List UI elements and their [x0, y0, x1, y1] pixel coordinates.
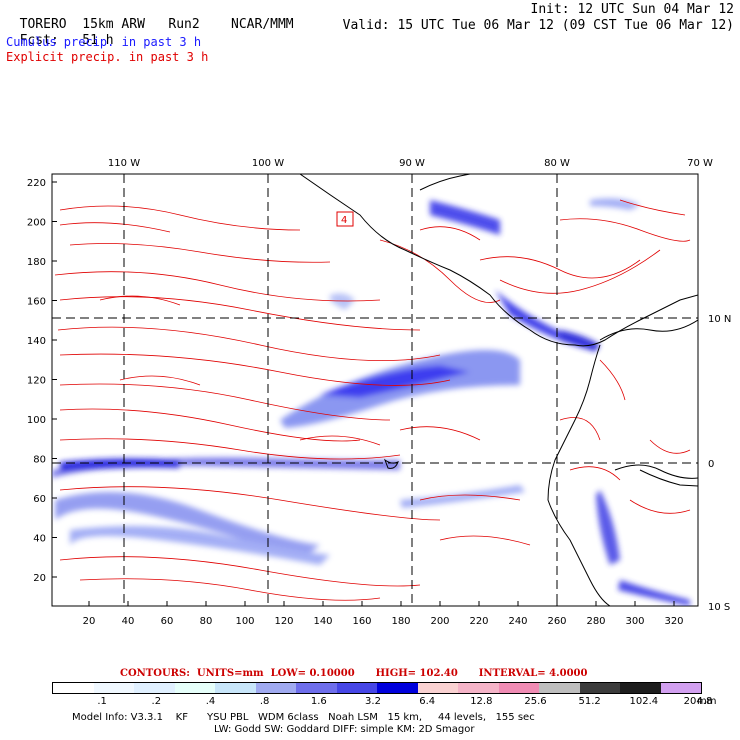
contours-low: LOW= 0.10000	[270, 668, 355, 679]
colorbar-cell	[660, 683, 701, 693]
contour-label-box	[336, 211, 354, 227]
colorbar-cell	[336, 683, 377, 693]
x-tick-label: 300	[625, 616, 644, 627]
top-lon-labels: 110 W 100 W 90 W 80 W 70 W	[108, 158, 713, 169]
lon-label: 90 W	[399, 158, 425, 169]
colorbar-labels: .1 .2 .4 .8 1.6 3.2 6.4 12.8 25.6 51.2 102.4 204.8	[52, 696, 712, 708]
colorbar-cell	[579, 683, 620, 693]
colorbar-cell	[215, 683, 256, 693]
lat-label: 0	[708, 459, 714, 470]
colorbar-cell	[174, 683, 215, 693]
x-tick-label: 280	[586, 616, 605, 627]
model-info: Model Info: V3.3.1 KF YSU PBL WDM 6class…	[72, 712, 535, 723]
x-tick-label: 20	[83, 616, 96, 627]
lon-label: 100 W	[252, 158, 284, 169]
x-tick-label: 120	[274, 616, 293, 627]
y-tick-label: 200	[27, 218, 46, 229]
y-tick-label: 220	[27, 178, 46, 189]
colorbar-cell	[93, 683, 134, 693]
physics-info: LW: Godd SW: Goddard DIFF: simple KM: 2D…	[214, 724, 475, 735]
contour-label: 4	[341, 215, 347, 226]
colorbar-cell	[377, 683, 418, 693]
model-name: TORERO	[19, 17, 67, 32]
contours-interval: INTERVAL= 4.0000	[478, 668, 588, 679]
x-tick-label: 260	[547, 616, 566, 627]
lon-label: 110 W	[108, 158, 140, 169]
colorbar	[52, 682, 702, 694]
x-tick-label: 320	[664, 616, 683, 627]
colorbar-label: 3.2	[365, 696, 381, 707]
colorbar-cell	[134, 683, 175, 693]
colorbar-cell	[498, 683, 539, 693]
cumulus-precip-shading	[52, 198, 690, 606]
model-title: TORERO 15km ARW Run2 NCAR/MMM	[4, 2, 294, 32]
colorbar-label: .2	[151, 696, 162, 707]
forecast-hour: Fcst: 51 h	[4, 18, 114, 48]
colorbar-label: 6.4	[419, 696, 436, 707]
explicit-precip-contours	[54, 199, 691, 601]
x-tick-label: 80	[200, 616, 213, 627]
contours-units: UNITS=mm	[196, 668, 264, 679]
colorbar-label: 25.6	[524, 696, 547, 707]
x-tick-label: 240	[508, 616, 527, 627]
colorbar-cell	[539, 683, 580, 693]
colorbar-label: .1	[97, 696, 107, 707]
lon-label: 80 W	[544, 158, 570, 169]
x-tick-label: 180	[391, 616, 410, 627]
contours-info: CONTOURS: UNITS=mm LOW= 0.10000 HIGH= 10…	[120, 668, 587, 679]
colorbar-label: 51.2	[578, 696, 601, 707]
x-axis-ticks: 20 40 60 80 100 120 140 160 180 200 220 240 260 280 30…	[83, 601, 684, 627]
model-resolution: 15km ARW	[82, 17, 145, 32]
x-tick-label: 100	[235, 616, 254, 627]
lon-label: 70 W	[687, 158, 713, 169]
org-label: NCAR/MMM	[231, 17, 294, 32]
x-tick-label: 220	[469, 616, 488, 627]
cumulus-legend: Cumulus precip. in past 3 h	[6, 35, 202, 49]
y-tick-label: 20	[33, 573, 46, 584]
valid-time: Valid: 15 UTC Tue 06 Mar 12 (09 CST Tue …	[342, 18, 734, 33]
colorbar-cell	[296, 683, 337, 693]
colorbar-unit: mm	[697, 696, 717, 707]
colorbar-cell	[458, 683, 499, 693]
lat-label: 10 S	[708, 602, 730, 613]
colorbar-cell	[620, 683, 661, 693]
colorbar-label: 12.8	[470, 696, 493, 707]
colorbar-cell	[255, 683, 296, 693]
y-axis-ticks: 220 200 180 160 140 120 100 80 60 40 20	[27, 178, 57, 584]
lat-label: 10 N	[708, 314, 731, 325]
init-time: Init: 12 UTC Sun 04 Mar 12	[530, 2, 735, 17]
y-tick-label: 80	[33, 455, 46, 466]
y-tick-label: 60	[33, 494, 46, 505]
y-tick-label: 100	[27, 415, 46, 426]
y-tick-label: 160	[27, 297, 46, 308]
contours-high: HIGH= 102.40	[375, 668, 458, 679]
contours-title: CONTOURS:	[120, 668, 190, 679]
fcst-value: 51 h	[82, 33, 114, 48]
right-lat-labels: 10 N 0 10 S	[708, 314, 731, 613]
lat-lon-grid	[52, 174, 698, 606]
x-tick-label: 160	[352, 616, 371, 627]
colorbar-label: 1.6	[310, 696, 327, 707]
x-tick-label: 200	[430, 616, 449, 627]
colorbar-label: .4	[205, 696, 216, 707]
colorbar-cell	[53, 683, 94, 693]
x-tick-label: 140	[313, 616, 332, 627]
x-tick-label: 40	[122, 616, 135, 627]
fcst-label: Fcst:	[19, 33, 59, 48]
y-tick-label: 120	[27, 376, 46, 387]
colorbar-label: 102.4	[629, 696, 659, 707]
y-tick-label: 140	[27, 336, 46, 347]
explicit-legend: Explicit precip. in past 3 h	[6, 50, 209, 64]
colorbar-label: 204.8	[683, 696, 713, 707]
x-tick-label: 60	[161, 616, 174, 627]
coastlines	[299, 174, 698, 606]
run-label: Run2	[168, 17, 200, 32]
y-tick-label: 180	[27, 257, 46, 268]
y-tick-label: 40	[33, 534, 46, 545]
colorbar-cell	[417, 683, 458, 693]
colorbar-label: .8	[259, 696, 270, 707]
